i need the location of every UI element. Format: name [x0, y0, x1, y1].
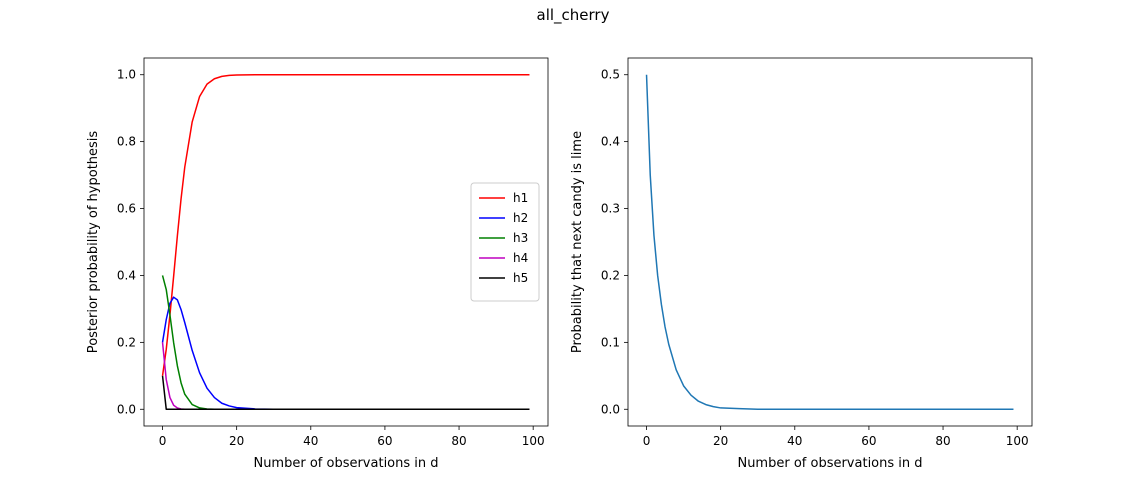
y-tick-label: 0.2 [117, 335, 136, 349]
axes-frame [143, 57, 549, 427]
x-tick-label: 80 [935, 434, 950, 448]
y-tick-label: 1.0 [117, 68, 136, 82]
legend-label-h3: h3 [513, 231, 528, 245]
y-tick-label: 0.0 [601, 402, 620, 416]
figure-title: all_cherry [536, 6, 610, 24]
x-axis-label: Number of observations in d [737, 456, 922, 471]
series-line-h1 [161, 73, 530, 376]
axes-frame [627, 57, 1033, 427]
chart-panel-1: 0 20 40 60 80 100 0.0 0.2 0.4 0.6 0.8 1.0 Number of … [86, 57, 549, 471]
legend-label-h2: h2 [513, 211, 528, 225]
x-tick-label: 0 [159, 434, 167, 448]
legend-label-h5: h5 [513, 271, 528, 285]
y-tick-label: 0.5 [601, 68, 620, 82]
legend: h1 h2 h3 h4 h5 [470, 182, 540, 302]
series-line-series-1 [645, 74, 1014, 411]
y-axis-label: Probability that next candy is lime [570, 131, 585, 353]
x-tick-label: 100 [1006, 434, 1029, 448]
x-tick-label: 60 [861, 434, 876, 448]
series-line-h5 [161, 375, 530, 411]
legend-label-h4: h4 [513, 251, 528, 265]
y-tick-label: 0.0 [117, 402, 136, 416]
y-tick-label: 0.4 [601, 135, 620, 149]
x-tick-label: 20 [229, 434, 244, 448]
y-axis-label: Posterior probability of hypothesis [86, 131, 101, 354]
x-tick-label: 40 [787, 434, 802, 448]
y-tick-label: 0.4 [117, 268, 136, 282]
x-tick-label: 60 [377, 434, 392, 448]
x-tick-label: 20 [713, 434, 728, 448]
x-axis-label: Number of observations in d [253, 456, 438, 471]
series-line-h2 [161, 296, 530, 411]
y-tick-label: 0.3 [601, 202, 620, 216]
y-tick-label: 0.6 [117, 202, 136, 216]
x-tick-label: 0 [643, 434, 651, 448]
x-tick-label: 80 [451, 434, 466, 448]
y-tick-label: 0.2 [601, 268, 620, 282]
x-tick-label: 100 [522, 434, 545, 448]
y-tick-label: 0.8 [117, 135, 136, 149]
x-tick-label: 40 [303, 434, 318, 448]
legend-box [470, 182, 540, 302]
y-tick-label: 0.1 [601, 335, 620, 349]
legend-label-h1: h1 [513, 191, 528, 205]
chart-panel-2: 0 20 40 60 80 100 0.0 0.1 0.2 0.3 0.4 0.5 Number of … [570, 57, 1033, 471]
